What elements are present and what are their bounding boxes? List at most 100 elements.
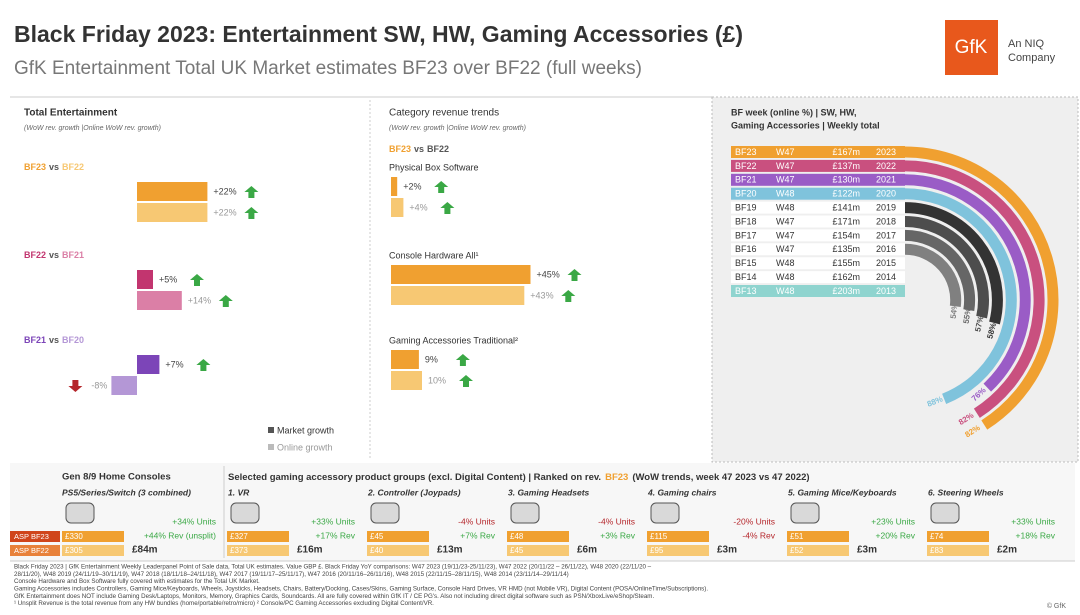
week-row: [731, 159, 905, 172]
product-icon: [650, 502, 680, 524]
label-part: BF21: [24, 335, 46, 345]
week-cell: £154m: [832, 230, 860, 240]
comparison-label: BF23 vs BF22: [24, 162, 84, 172]
title-part: (WoW trends, week 47 2023 vs 47 2022): [632, 472, 809, 483]
value-label: +43%: [530, 290, 553, 300]
online-arc: [904, 146, 1059, 430]
panel-title: Total Entertainment: [24, 108, 118, 119]
asp-value: £40: [370, 546, 384, 555]
growth-bar: [391, 350, 419, 369]
logo-box: [945, 20, 998, 75]
value-label: +45%: [537, 269, 560, 279]
week-cell: 2018: [876, 216, 896, 226]
footnote: Console Hardware and Box Software fully …: [14, 578, 260, 585]
asp-cell: [787, 545, 849, 556]
growth-bar: [391, 177, 398, 196]
revenue-total: £13m: [437, 545, 463, 556]
group-name: 6. Steering Wheels: [928, 487, 1004, 497]
growth-bar: [137, 182, 208, 201]
group-name: PS5/Series/Switch (3 combined): [62, 487, 191, 497]
online-arc: [904, 243, 962, 308]
week-cell: £130m: [832, 175, 860, 185]
units-stat: +23% Units: [871, 516, 915, 526]
footnote: Black Friday 2023 | GfK Entertainment We…: [14, 564, 652, 571]
week-cell: W47: [776, 147, 795, 157]
week-cell: 2021: [876, 175, 896, 185]
asp-cell: [927, 531, 989, 542]
comparison-label: BF23 vs BF22: [389, 144, 449, 154]
trend-arrow: [440, 202, 455, 214]
asp-row-label-cell: [10, 545, 60, 556]
asp-value: £305: [65, 546, 83, 555]
product-icon: [65, 502, 95, 524]
group-name: 1. VR: [228, 487, 250, 497]
rev-stat: +3% Rev: [600, 530, 635, 540]
section-title: Selected gaming accessory product groups…: [228, 472, 810, 483]
week-cell: 2016: [876, 244, 896, 254]
week-row: [731, 285, 905, 297]
asp-cell: [507, 545, 569, 556]
asp-cell: [367, 545, 429, 556]
week-cell: W47: [776, 161, 795, 171]
footnote: 28/11/20), W48 2019 (24/11/19–30/11/19),…: [14, 571, 569, 578]
rev-stat: +7% Rev: [460, 530, 495, 540]
week-cell: 2013: [876, 286, 896, 296]
asp-value: £95: [650, 546, 664, 555]
growth-bar: [391, 198, 404, 217]
panel-title: Gaming Accessories | Weekly total: [731, 120, 880, 130]
week-cell: £135m: [832, 244, 860, 254]
trend-arrow: [434, 181, 449, 193]
value-label: +22%: [213, 207, 236, 217]
rev-stat: +17% Rev: [316, 530, 356, 540]
week-cell: W48: [776, 258, 795, 268]
online-label: 57%: [973, 315, 985, 333]
legend-label: Market growth: [277, 425, 334, 435]
asp-row-label-cell: [10, 531, 60, 542]
week-cell: BF13: [735, 286, 757, 296]
rev-stat: +18% Rev: [1016, 530, 1056, 540]
value-label: +4%: [409, 202, 427, 212]
week-cell: 2023: [876, 147, 896, 157]
trend-arrow: [244, 186, 259, 198]
week-row: [731, 173, 905, 186]
online-arc: [904, 188, 1017, 404]
trend-arrow: [196, 359, 211, 371]
group-name: 4. Gaming chairs: [647, 487, 717, 497]
tagline: Company: [1008, 52, 1056, 64]
asp-value: £373: [230, 546, 248, 555]
legend-swatch: [268, 444, 274, 450]
logo: GfK: [955, 37, 988, 58]
week-cell: £171m: [832, 216, 860, 226]
growth-bar: [137, 355, 160, 374]
online-arc: [904, 216, 989, 319]
footnote: ¹ Unsplit Revenue is the total revenue f…: [14, 600, 434, 607]
online-label: 58%: [985, 322, 998, 340]
week-cell: BF15: [735, 258, 757, 268]
label-part: BF23: [389, 144, 411, 154]
panel-subtitle: (WoW rev. growth |Online WoW rev. growth…: [389, 125, 526, 132]
asp-cell: [62, 545, 124, 556]
units-stat: +33% Units: [311, 516, 355, 526]
asp-row-label: ASP BF23: [14, 532, 49, 541]
online-label: 55%: [962, 307, 973, 324]
label-part: BF22: [62, 162, 84, 172]
week-cell: £162m: [832, 272, 860, 282]
value-label: +2%: [403, 181, 421, 191]
label-part: vs: [49, 250, 59, 260]
label-part: BF20: [62, 335, 84, 345]
trend-arrow: [561, 290, 576, 302]
category-name: Physical Box Software: [389, 162, 479, 172]
revenue-total: £2m: [997, 545, 1017, 556]
label-part: BF22: [427, 144, 449, 154]
asp-value: £74: [930, 532, 944, 541]
week-cell: W47: [776, 175, 795, 185]
revenue-total: £3m: [717, 545, 737, 556]
copyright: © GfK: [1047, 602, 1066, 610]
growth-bar: [137, 203, 208, 222]
product-icon: [510, 502, 540, 524]
asp-cell: [507, 531, 569, 542]
growth-bar: [137, 291, 182, 310]
asp-value: £45: [510, 546, 524, 555]
week-cell: BF22: [735, 161, 757, 171]
